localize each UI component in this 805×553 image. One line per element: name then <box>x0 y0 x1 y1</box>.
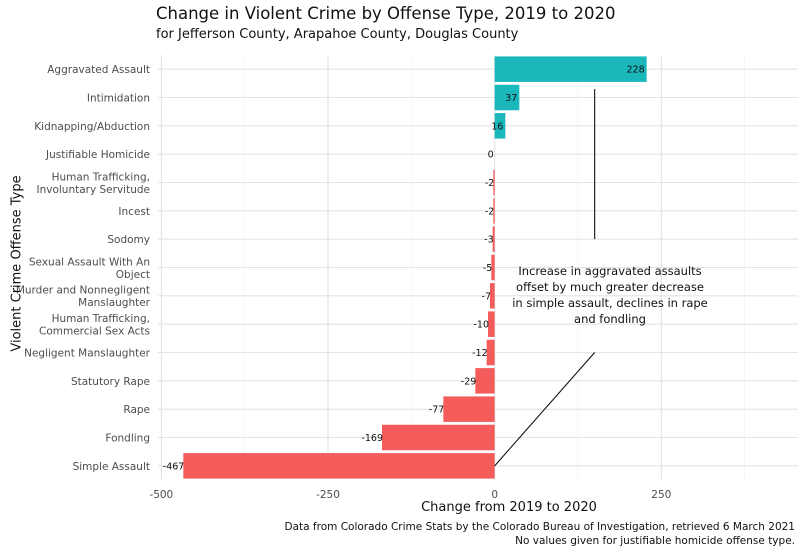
data-label: -29 <box>461 376 477 387</box>
chart-title: Change in Violent Crime by Offense Type,… <box>156 4 616 23</box>
data-label: 228 <box>627 65 645 76</box>
data-label: 0 <box>488 150 494 161</box>
grid-lines <box>158 55 798 480</box>
annotation-line-down <box>494 352 596 467</box>
data-label: -12 <box>472 348 488 359</box>
bar <box>382 424 495 451</box>
data-label: -2 <box>485 178 494 189</box>
y-tick-label: Human Trafficking, Commercial Sex Acts <box>39 313 150 338</box>
y-tick-label: Sodomy <box>107 234 150 246</box>
bar <box>493 198 495 224</box>
y-tick-label: Fondling <box>105 433 150 445</box>
bar <box>443 396 495 422</box>
y-tick-label: Negligent Manslaughter <box>24 348 151 360</box>
y-tick-label: Rape <box>123 404 150 416</box>
caption-note: No values given for justifiable homicide… <box>515 535 795 547</box>
bar <box>494 113 506 139</box>
data-label: 16 <box>491 121 503 132</box>
bar <box>491 254 495 281</box>
chart-subtitle: for Jefferson County, Arapahoe County, D… <box>156 27 519 42</box>
y-tick-label: Intimidation <box>87 93 150 105</box>
data-label: -169 <box>361 433 383 444</box>
y-tick-label: Simple Assault <box>73 461 150 473</box>
y-tick-label: Murder and Nonnegligent Manslaughter <box>16 285 151 310</box>
bars <box>183 56 647 479</box>
bar <box>488 311 495 337</box>
data-label: -2 <box>485 206 494 217</box>
bar <box>494 56 647 82</box>
y-tick-label: Sexual Assault With An Object <box>29 256 150 281</box>
bar <box>486 339 495 366</box>
chart-annotation: Increase in aggravated assaults offset b… <box>512 264 708 326</box>
data-label: -5 <box>483 263 492 274</box>
bar <box>183 453 495 479</box>
y-tick-labels: Aggravated Assault Intimidation Kidnapping… <box>16 64 151 473</box>
y-axis-label: Violent Crime Offense Type <box>9 175 25 352</box>
y-tick-label: Human Trafficking, Involuntary Servitude <box>36 171 150 196</box>
x-axis-label: Change from 2019 to 2020 <box>421 500 597 515</box>
data-label: -10 <box>473 320 489 331</box>
bar <box>490 283 495 309</box>
x-tick-label: -250 <box>316 489 340 501</box>
y-tick-label: Statutory Rape <box>71 376 150 388</box>
data-label: -467 <box>163 461 185 472</box>
bar <box>475 368 495 394</box>
bar <box>492 226 495 252</box>
x-tick-labels: -500 -250 0 250 <box>149 489 671 501</box>
annotation-lines <box>494 89 596 467</box>
y-tick-label: Justifiable Homicide <box>45 149 150 161</box>
bar <box>493 169 495 196</box>
data-label: -7 <box>482 291 491 302</box>
caption-source: Data from Colorado Crime Stats by the Co… <box>284 521 795 533</box>
data-label: -3 <box>484 235 493 246</box>
data-label: -77 <box>429 405 445 416</box>
y-tick-label: Kidnapping/Abduction <box>34 121 150 133</box>
data-labels: 228 37 16 0 -2 -2 -3 -5 -7 -10 -12 -29 -77 -169 -467 <box>163 65 645 473</box>
x-tick-label: -500 <box>149 489 173 501</box>
bar <box>494 84 520 111</box>
x-tick-label: 0 <box>491 489 498 501</box>
y-tick-label: Aggravated Assault <box>47 64 150 76</box>
y-tick-label: Incest <box>118 206 150 218</box>
x-tick-label: 250 <box>651 489 671 501</box>
data-label: 37 <box>505 93 517 104</box>
